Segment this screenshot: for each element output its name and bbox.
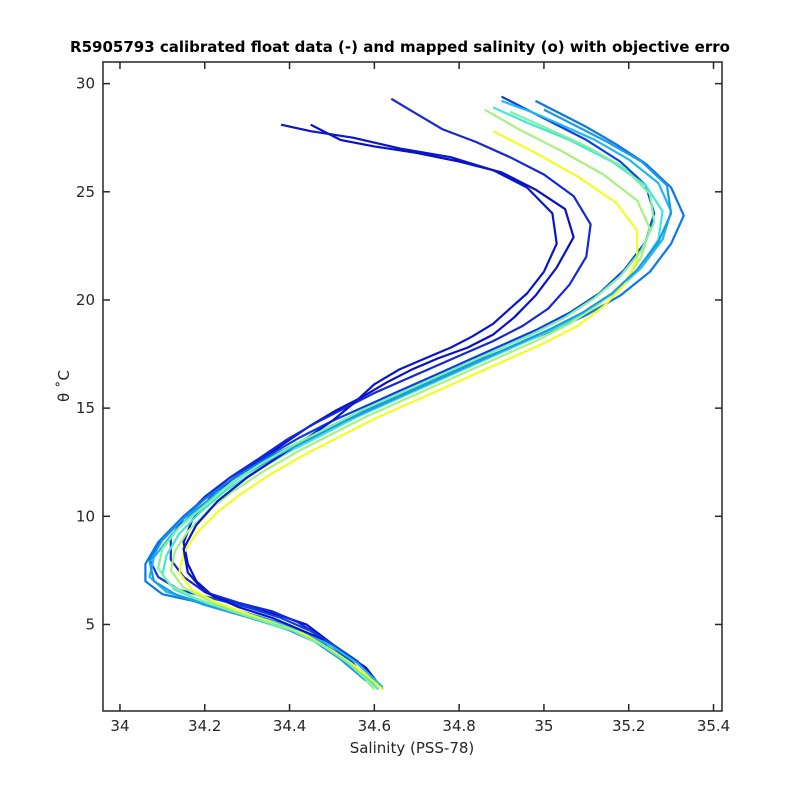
x-tick-label: 35.4 [697,717,730,735]
series-layer [144,95,685,691]
x-tick-label: 35.2 [612,717,645,735]
plot-frame [102,61,723,712]
y-axis-ticks: 5 10 15 20 25 30 [76,75,722,633]
profile-line-3 [148,95,656,686]
x-axis-label: Salinity (PSS-78) [350,739,475,757]
chart-title: R5905793 calibrated float data (-) and m… [70,38,730,56]
profile-line-7 [169,108,652,691]
x-tick-label: 34.8 [442,717,475,735]
y-tick-label: 25 [76,183,95,201]
x-axis-ticks: 34 34.2 34.4 34.6 34.8 35 35.2 35.4 [110,62,730,735]
y-tick-label: 15 [76,399,95,417]
profile-line-2 [169,97,592,688]
x-tick-label: 34.4 [273,717,306,735]
x-tick-label: 34 [110,717,129,735]
profile-line-8 [178,130,639,691]
y-tick-label: 20 [76,291,95,309]
profile-line-11 [157,110,656,689]
profile-line-10 [148,108,673,682]
y-tick-label: 30 [76,75,95,93]
y-tick-label: 10 [76,507,95,525]
profile-line-9 [182,123,558,641]
y-axis-label: θ ˚C [55,370,73,402]
x-tick-label: 34.2 [188,717,221,735]
y-tick-label: 5 [85,615,95,633]
profile-line-4 [144,99,685,686]
x-tick-label: 35 [534,717,553,735]
x-tick-label: 34.6 [358,717,391,735]
